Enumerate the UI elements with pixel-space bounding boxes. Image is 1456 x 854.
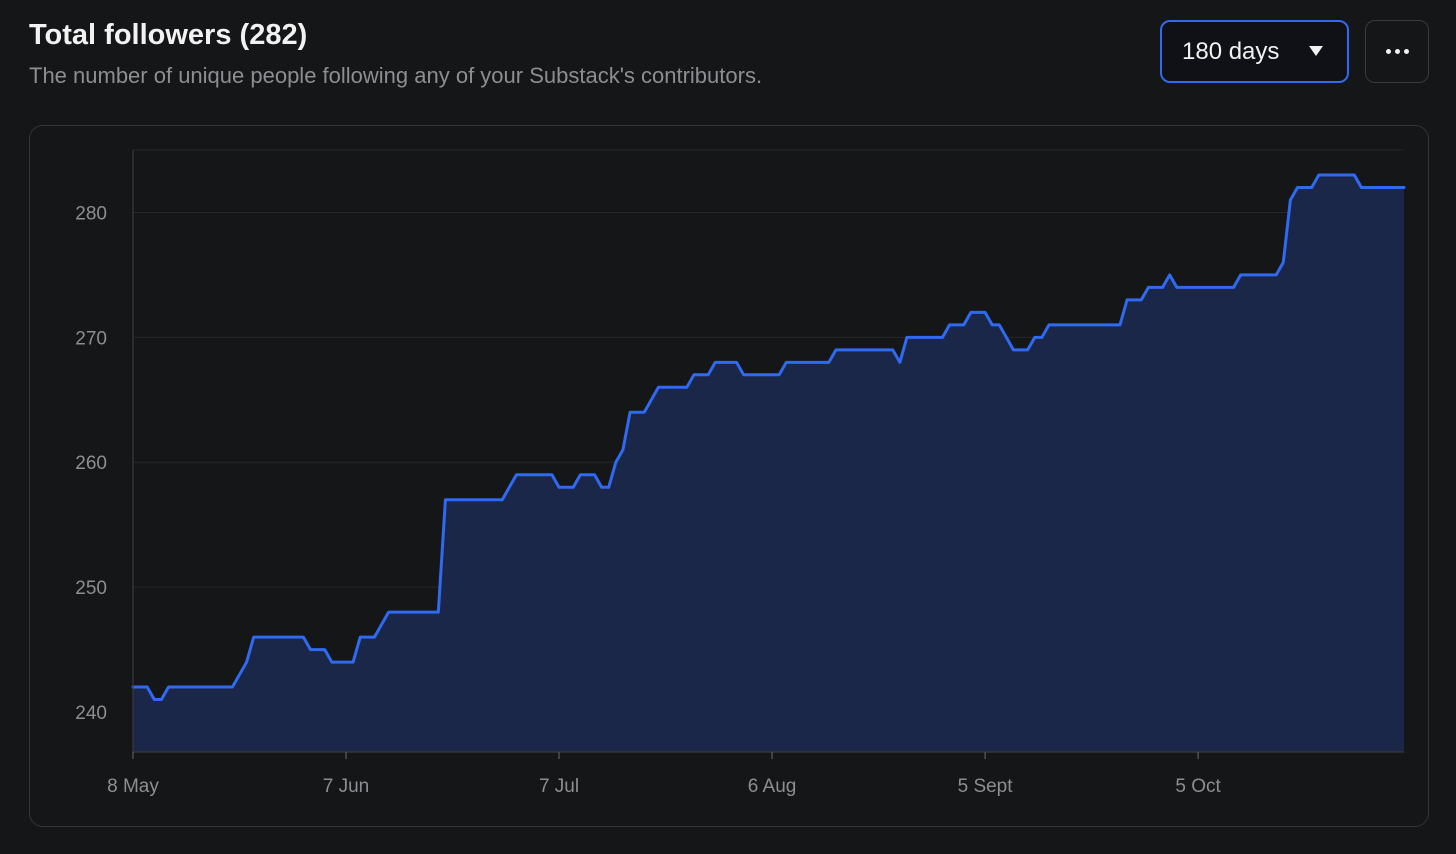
x-tick-label: 8 May: [107, 776, 159, 797]
caret-down-icon: [1309, 46, 1323, 56]
chart-card: 240 250 260 270 280 8 May 7 Jun 7 Jul 6 Aug 5 Se…: [29, 125, 1429, 827]
y-tick-label: 240: [75, 703, 107, 724]
y-tick-label: 250: [75, 578, 107, 599]
y-tick-label: 260: [75, 453, 107, 474]
more-dot: [1403, 49, 1409, 54]
x-tick-labels: 8 May 7 Jun 7 Jul 6 Aug 5 Sept 5 Oct: [107, 752, 1222, 797]
date-range-dropdown[interactable]: 180 days: [1160, 20, 1349, 83]
x-tick-label: 7 Jul: [539, 776, 579, 797]
page-title: Total followers (282): [29, 19, 308, 51]
page-subtitle: The number of unique people following an…: [29, 63, 763, 88]
x-tick-label: 7 Jun: [323, 776, 369, 797]
followers-area: [133, 174, 1404, 753]
y-tick-label: 280: [75, 203, 107, 224]
x-tick-label: 6 Aug: [748, 776, 797, 797]
x-tick-label: 5 Sept: [958, 776, 1014, 797]
followers-line: [131, 173, 1406, 702]
y-tick-label: 270: [75, 328, 107, 349]
more-dot: [1394, 49, 1400, 54]
x-tick-label: 5 Oct: [1175, 776, 1221, 797]
y-tick-labels: 240 250 260 270 280: [75, 203, 107, 724]
more-horizontal-icon: [1385, 49, 1391, 54]
followers-chart: 240 250 260 270 280 8 May 7 Jun 7 Jul 6 Aug 5 Se…: [75, 149, 1406, 797]
date-range-label: 180 days: [1182, 37, 1280, 65]
more-options-button[interactable]: [1365, 20, 1429, 83]
